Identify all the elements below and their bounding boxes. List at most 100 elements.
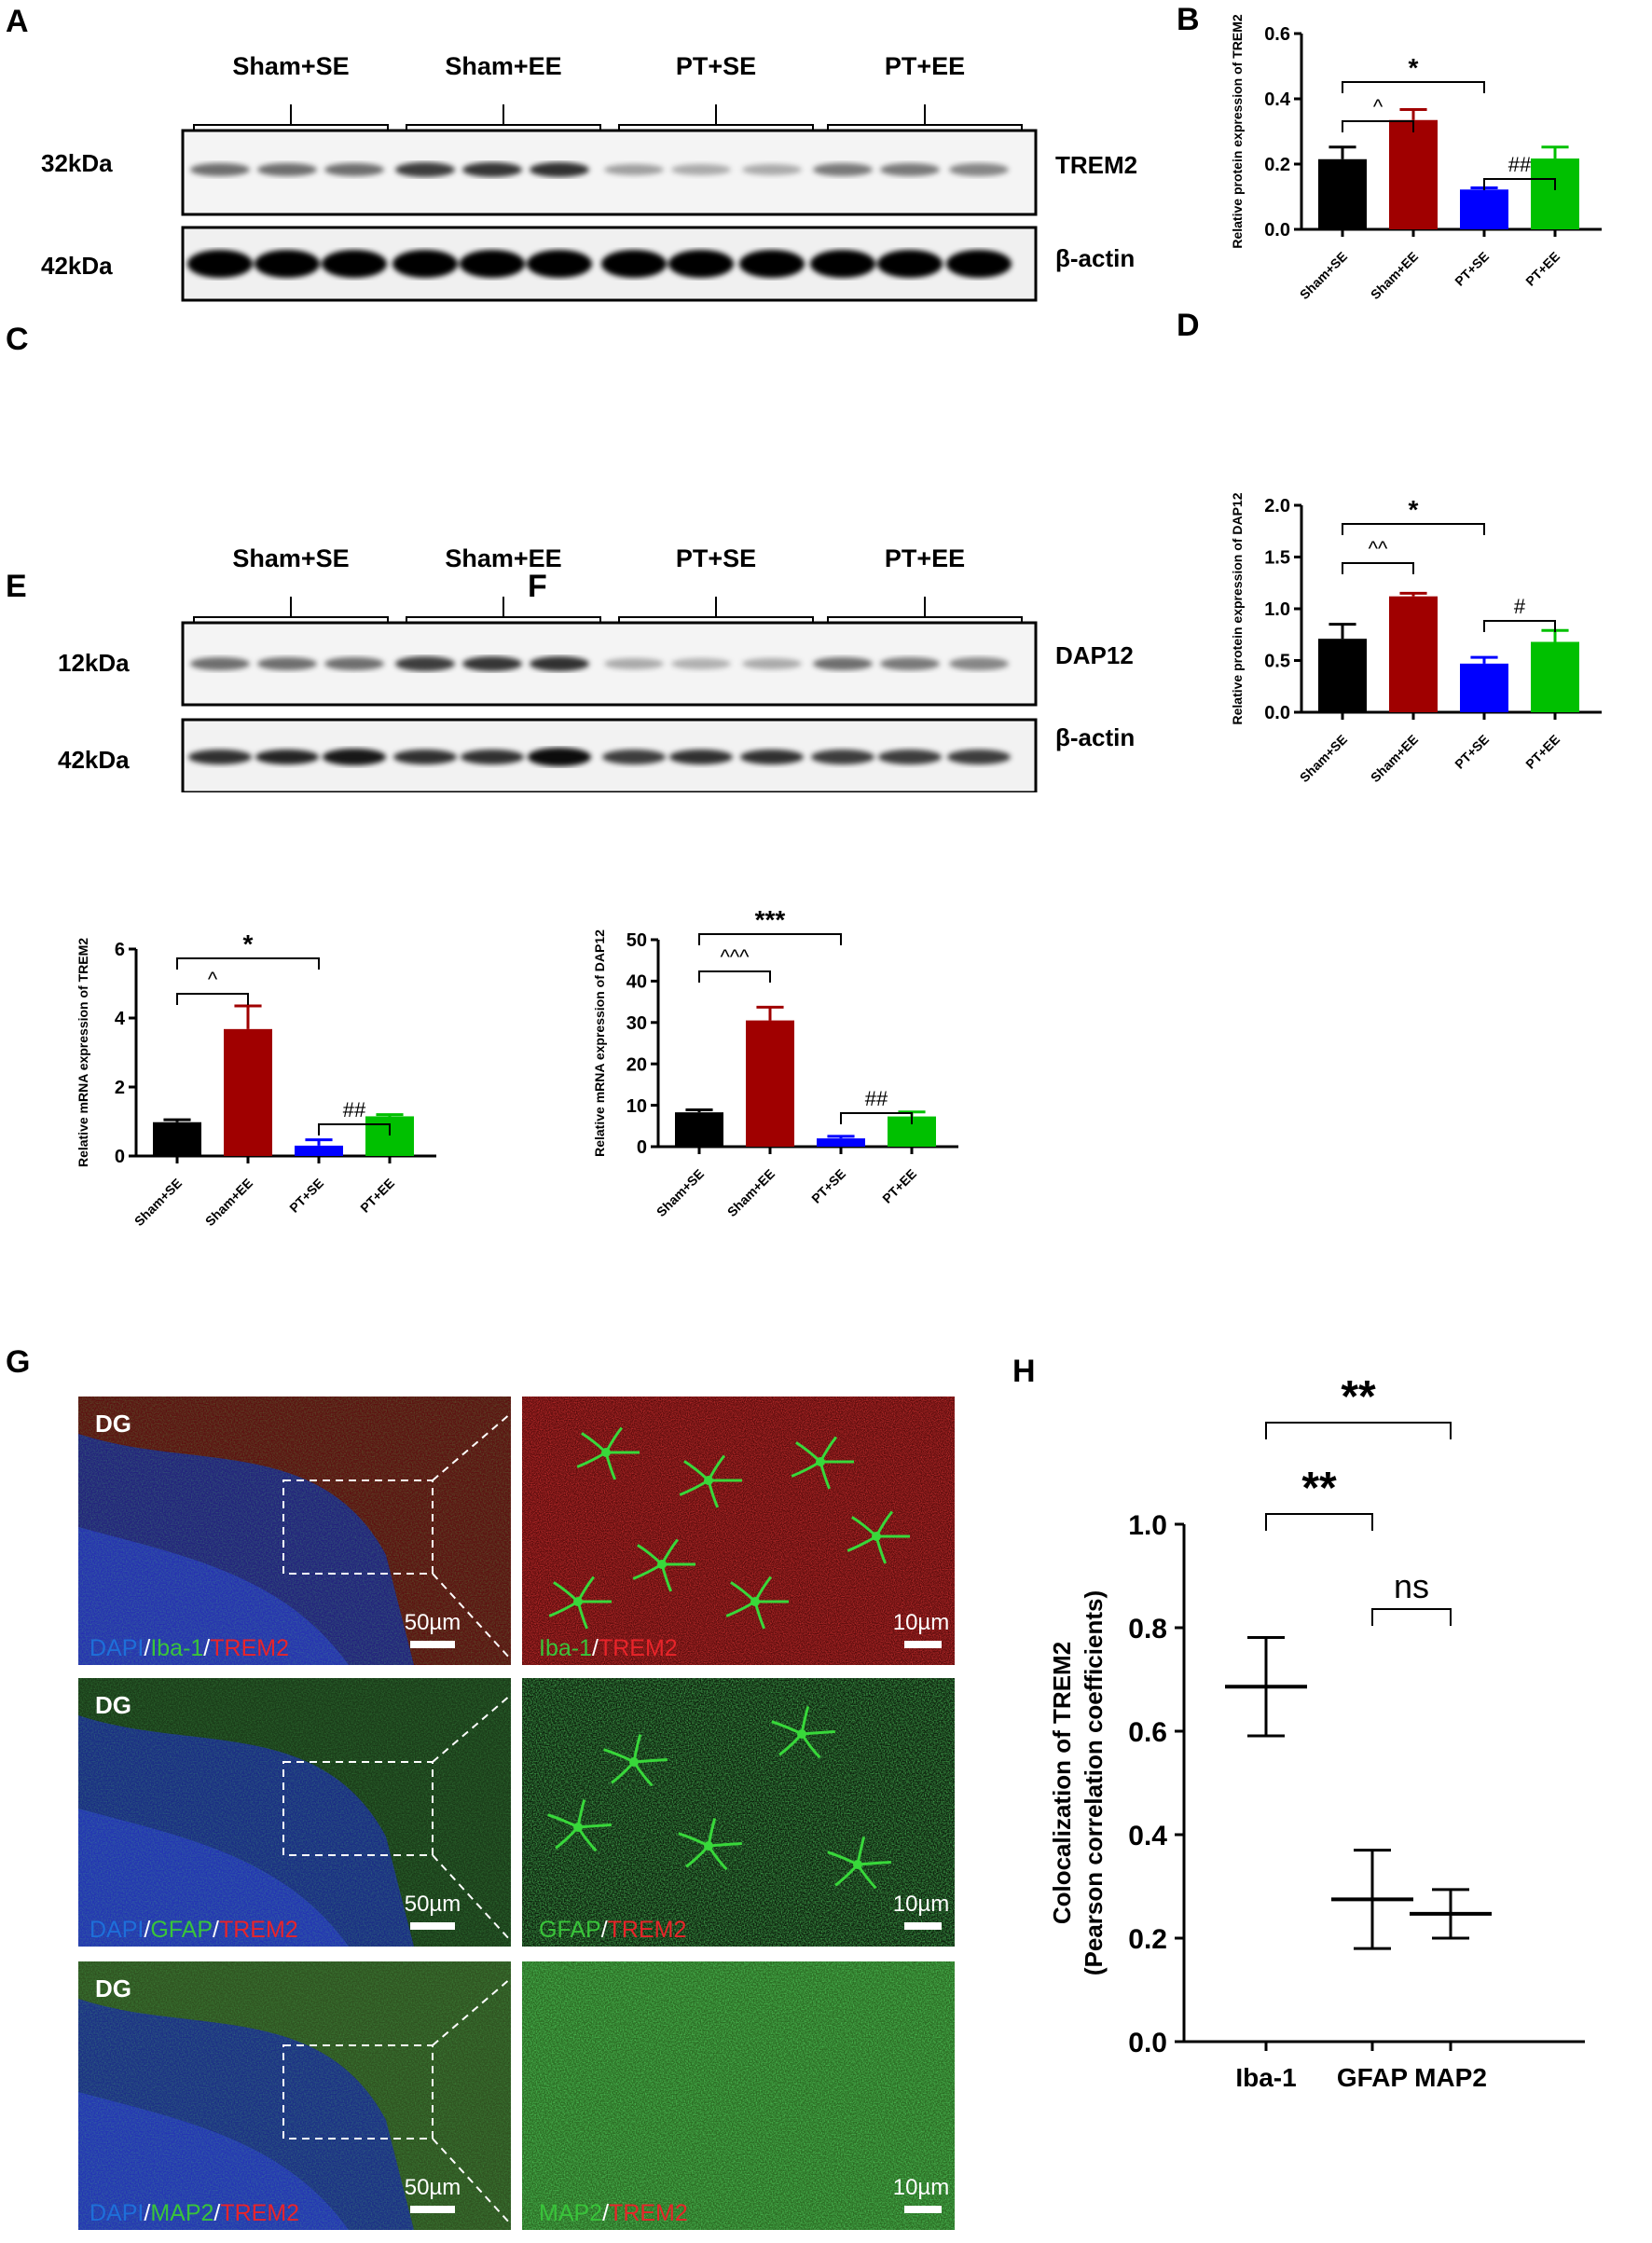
y-axis-label: Relative mRNA expression of DAP12: [592, 929, 607, 1157]
chart-h-colocalization: 0.0 0.2 0.4 0.6 0.8 1.0 Colocalization of TREM…: [1048, 1380, 1585, 2092]
overview-image: DG 50µm DAPI/MAP2/TREM2: [78, 1961, 512, 2230]
region-label: DG: [95, 1410, 131, 1438]
bar: [1460, 189, 1508, 229]
bar: [817, 1138, 865, 1147]
x-tick-label: Sham+SE: [1297, 249, 1350, 302]
y-tick-label: 0.4: [1264, 89, 1291, 110]
x-tick-label: Sham+EE: [1368, 732, 1421, 785]
error-bar: [1328, 145, 1356, 159]
significance-label: **: [1341, 1380, 1376, 1422]
x-tick-label: MAP2: [1414, 2063, 1487, 2092]
error-bar: [305, 1138, 333, 1146]
cell-process: [603, 1734, 668, 1787]
significance-bracket: [176, 993, 249, 1005]
bar: [153, 1122, 201, 1156]
blot-band: [395, 656, 455, 671]
significance-bracket: [1342, 81, 1485, 93]
bar: [675, 1112, 723, 1147]
blot-c-bands-actin: [188, 748, 1011, 766]
cell-process: [771, 1706, 835, 1759]
scale-bar-label: 10µm: [893, 1610, 950, 1635]
panel-label-h: H: [1012, 1354, 1036, 1389]
bar: [1389, 119, 1438, 229]
significance-label: ##: [865, 1087, 888, 1110]
blot-band: [461, 750, 524, 764]
y-tick-label: 0.0: [1128, 2028, 1167, 2058]
blot-band: [671, 164, 731, 175]
significance-bracket: [1342, 562, 1414, 574]
y-tick-label: 0: [115, 1147, 125, 1167]
blot-group-label: PT+EE: [885, 544, 965, 572]
blot-band: [880, 657, 940, 670]
zoom-region-box: [282, 1479, 434, 1575]
zoom-region-box: [282, 2044, 434, 2140]
y-tick-label: 50: [626, 930, 647, 951]
zoom-guide-line: [432, 1694, 512, 1763]
significance-label: ***: [755, 905, 786, 934]
micrograph-row: DG 50µm DAPI/MAP2/TREM2 10µm MAP2/TREM2: [78, 1961, 955, 2230]
blot-group-label: Sham+SE: [232, 52, 349, 80]
blot-band: [742, 658, 802, 669]
blot-a-mw-2: 42kDa: [41, 252, 113, 280]
scale-bar: [904, 2206, 942, 2213]
y-tick-label: 0.6: [1128, 1717, 1167, 1748]
x-tick-label: Sham+EE: [202, 1176, 255, 1229]
x-tick-label: Sham+EE: [724, 1166, 778, 1219]
blot-band: [602, 750, 666, 764]
blot-band: [324, 163, 384, 176]
micrograph-row: DG 50µm DAPI/GFAP/TREM2 10µm GFAP/TREM2: [78, 1678, 955, 1947]
blot-band: [530, 656, 589, 671]
blot-c-target-1: DAP12: [1055, 641, 1134, 669]
bar: [1389, 596, 1438, 712]
x-tick-label: Sham+SE: [131, 1176, 185, 1229]
blot-band: [604, 164, 664, 175]
blot-band: [949, 163, 1009, 176]
y-tick-label: 0.0: [1264, 220, 1290, 241]
y-tick-label: 2: [115, 1078, 125, 1098]
error-bar: [827, 1135, 855, 1139]
blot-band: [323, 749, 386, 765]
blot-group-label: PT+SE: [676, 52, 756, 80]
x-tick-label: PT+EE: [1522, 732, 1563, 772]
significance-bracket: [176, 957, 320, 970]
chart-b-trem2-protein: 0.0 0.2 0.4 0.6 Relative protein expression …: [1231, 14, 1602, 302]
y-tick-label: 40: [626, 972, 647, 993]
blot-band: [255, 750, 319, 764]
error-bar: [376, 1113, 404, 1117]
zoom-guide-line: [432, 2138, 512, 2225]
panel-label-d: D: [1177, 308, 1200, 343]
bar: [1460, 663, 1508, 712]
blot-band: [671, 658, 731, 669]
x-tick-label: PT+EE: [879, 1166, 919, 1206]
blot-band: [257, 163, 317, 176]
blot-band: [188, 750, 252, 764]
cell-process: [827, 1837, 891, 1890]
significance-bracket: [1265, 1422, 1452, 1439]
y-axis-label: Relative protein expression of DAP12: [1231, 492, 1245, 724]
significance-bracket: [840, 1112, 913, 1124]
significance-label: ##: [1508, 153, 1532, 176]
blot-band: [813, 657, 873, 670]
x-tick-label: Iba-1: [1235, 2063, 1296, 2092]
scale-bar: [904, 1922, 942, 1930]
channel-label: DAPI/Iba-1/TREM2: [89, 1635, 289, 1661]
channel-label: Iba-1/TREM2: [539, 1635, 678, 1661]
immunofluorescence-micrographs: DG 50µm DAPI/Iba-1/TREM2 10µm Iba-1/TREM2 DG 5…: [78, 1397, 955, 2230]
cell-process: [632, 1538, 695, 1592]
panel-label-e: E: [6, 569, 27, 604]
error-bar: [1470, 655, 1498, 664]
error-bar: [685, 1108, 713, 1113]
blot-band: [462, 656, 522, 671]
blot-band: [255, 250, 320, 278]
x-tick-label: Sham+SE: [1297, 732, 1350, 785]
x-tick-label: PT+EE: [357, 1176, 397, 1216]
y-tick-label: 1.0: [1264, 599, 1290, 620]
zoom-guide-line: [432, 1412, 512, 1481]
blot-band: [946, 250, 1012, 278]
blot-band: [187, 250, 253, 278]
western-blot-dap12: Sham+SE Sham+EE PT+SE PT+EE 12kDa 42kDa DAP…: [58, 544, 1135, 792]
region-label: DG: [95, 1975, 131, 2002]
significance-label: *: [1409, 53, 1419, 82]
chart-d-dap12-protein: 0.0 0.5 1.0 1.5 2.0 Relative protein expressi…: [1231, 492, 1602, 785]
y-tick-label: 0.0: [1264, 703, 1290, 723]
